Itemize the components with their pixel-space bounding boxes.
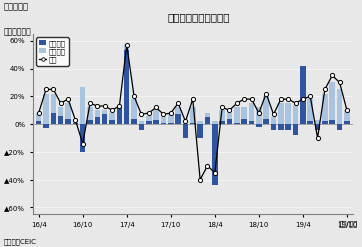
Bar [286, 124, 291, 130]
Bar [322, 121, 328, 124]
Text: （年/月）: （年/月） [339, 221, 358, 227]
Bar [190, 107, 195, 124]
Bar [219, 110, 225, 124]
Bar [124, 43, 130, 124]
Text: （前年度比）: （前年度比） [4, 27, 31, 36]
Bar [329, 120, 335, 124]
Bar [36, 121, 41, 124]
Bar [219, 121, 225, 124]
Bar [264, 96, 269, 124]
Bar [109, 120, 115, 124]
Bar [87, 120, 93, 124]
Bar [307, 121, 313, 124]
Bar [175, 114, 181, 124]
Bar [322, 94, 328, 124]
Bar [58, 107, 63, 124]
Bar [161, 123, 166, 124]
Bar [264, 119, 269, 124]
Bar [168, 113, 173, 124]
Bar [278, 124, 283, 130]
Bar [87, 107, 93, 124]
Bar [271, 117, 276, 124]
Bar [109, 113, 115, 124]
Bar [43, 94, 49, 124]
Bar [175, 107, 181, 124]
Bar [300, 66, 306, 124]
Bar [337, 89, 342, 124]
Bar [278, 103, 283, 124]
Bar [241, 119, 247, 124]
Bar [212, 124, 218, 185]
Bar [197, 124, 203, 138]
Bar [286, 103, 291, 124]
Bar [65, 119, 71, 124]
Bar [124, 50, 130, 124]
Bar [344, 110, 350, 124]
Bar [146, 121, 152, 124]
Bar [293, 124, 298, 135]
Bar [344, 121, 350, 124]
Bar [73, 120, 78, 124]
Bar [256, 107, 262, 124]
Bar [73, 123, 78, 124]
Bar [51, 94, 56, 124]
Bar [190, 123, 195, 124]
Bar [51, 113, 56, 124]
Bar [300, 94, 306, 124]
Text: （資料）CEIC: （資料）CEIC [4, 238, 37, 245]
Bar [102, 114, 108, 124]
Bar [183, 121, 188, 124]
Bar [131, 99, 137, 124]
Bar [227, 119, 232, 124]
Bar [43, 124, 49, 128]
Bar [293, 105, 298, 124]
Bar [94, 117, 100, 124]
Bar [153, 110, 159, 124]
Bar [183, 124, 188, 138]
Bar [58, 116, 63, 124]
Text: （図表４）: （図表４） [4, 2, 29, 11]
Bar [161, 117, 166, 124]
Bar [241, 107, 247, 124]
Bar [65, 103, 71, 124]
Bar [315, 120, 320, 124]
Bar [131, 119, 137, 124]
Bar [139, 121, 144, 124]
Bar [168, 123, 173, 124]
Bar [249, 121, 254, 124]
Bar [102, 110, 108, 124]
Text: 連邦政府の歳出の推移: 連邦政府の歳出の推移 [168, 12, 230, 22]
Bar [94, 110, 100, 124]
Bar [249, 103, 254, 124]
Bar [271, 124, 276, 130]
Bar [234, 123, 240, 124]
Bar [234, 107, 240, 124]
Bar [307, 99, 313, 124]
Bar [212, 121, 218, 124]
Bar [205, 113, 210, 124]
Bar [80, 87, 85, 124]
Bar [117, 110, 122, 124]
Bar [197, 121, 203, 124]
Bar [205, 117, 210, 124]
Bar [36, 113, 41, 124]
Bar [139, 124, 144, 130]
Bar [80, 124, 85, 152]
Bar [329, 82, 335, 124]
Bar [227, 113, 232, 124]
Bar [256, 124, 262, 127]
Bar [146, 116, 152, 124]
Bar [315, 124, 320, 130]
Legend: 資本支出, 経常支出, 歳出: 資本支出, 経常支出, 歳出 [36, 37, 68, 66]
Bar [117, 107, 122, 124]
Bar [153, 120, 159, 124]
Bar [337, 124, 342, 130]
